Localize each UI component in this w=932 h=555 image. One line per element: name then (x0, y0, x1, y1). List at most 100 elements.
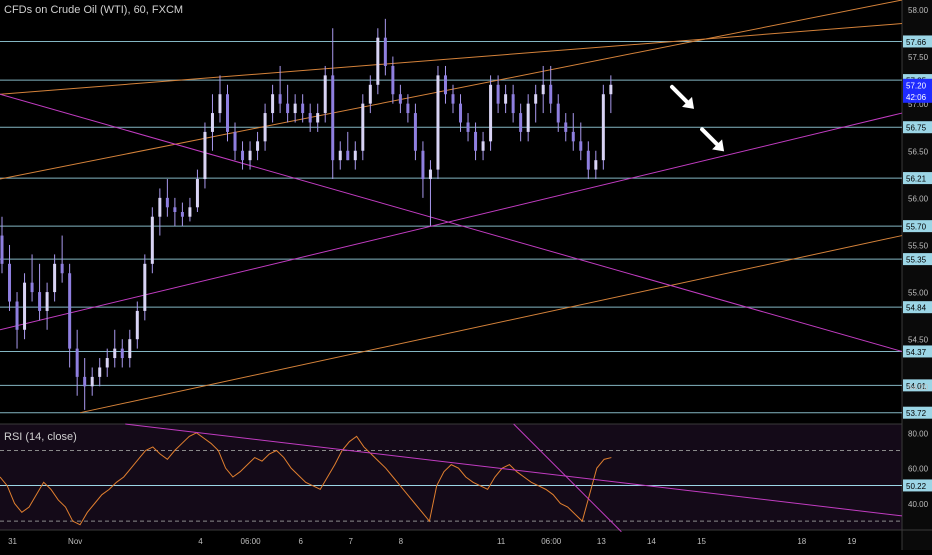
level-label: 56.21 (906, 175, 927, 184)
time-tick-label: 18 (797, 537, 806, 546)
candle-body (406, 103, 410, 114)
candle-body (353, 150, 357, 161)
candle-body (474, 131, 478, 151)
candle-body (361, 103, 365, 151)
level-tag (903, 301, 932, 314)
current-price-label: 57.20 (906, 81, 927, 90)
arrow-head (682, 96, 695, 109)
time-tick-label: 11 (497, 537, 506, 546)
candle-body (15, 301, 19, 330)
level-label: 54.84 (906, 304, 927, 313)
candle-body (278, 94, 282, 104)
rsi-pane-bg (0, 424, 902, 530)
time-tick-label: 15 (697, 537, 706, 546)
candle-body (203, 131, 207, 180)
candle-body (173, 207, 177, 212)
candle-body (383, 37, 387, 66)
level-label: 55.35 (906, 256, 927, 265)
candle-body (83, 376, 87, 387)
level-label: 57.66 (906, 38, 927, 47)
time-tick-label: 7 (349, 537, 354, 546)
candle-body (308, 113, 312, 123)
candle-body (38, 292, 42, 311)
level-tag (903, 220, 932, 233)
level-label: 54.01 (906, 382, 927, 391)
time-tick-label: 6 (298, 537, 303, 546)
candle-body (286, 103, 290, 114)
time-tick-label: 4 (198, 537, 203, 546)
candle-body (586, 150, 590, 170)
rsi-trendline-desc (125, 423, 903, 517)
candle-body (331, 75, 335, 161)
current-price-tag (903, 78, 932, 103)
level-label: 53.72 (906, 409, 927, 418)
candle-body (579, 141, 583, 151)
candle-body (519, 113, 523, 132)
candle-body (135, 310, 139, 340)
rsi-tick-label: 40.00 (908, 500, 929, 509)
candle-body (165, 197, 169, 208)
candle-body (376, 37, 380, 85)
candle-body (8, 263, 12, 302)
candle-body (45, 292, 49, 311)
time-tick-label: 31 (8, 537, 17, 546)
candle-body (60, 263, 64, 274)
candle-body (443, 75, 447, 95)
candle-body (556, 103, 560, 123)
level-tag (903, 253, 932, 266)
candle-body (413, 113, 417, 151)
candle-body (421, 150, 425, 180)
time-tick-label: 14 (647, 537, 656, 546)
price-tick-label: 54.00 (908, 383, 929, 392)
rsi-tick-label: 80.00 (908, 429, 929, 438)
rsi-line (0, 432, 612, 526)
candle-body (428, 169, 432, 180)
candle-body (466, 122, 470, 132)
candle-body (338, 150, 342, 161)
candle-body (98, 367, 102, 377)
chart-title: CFDs on Crude Oil (WTI), 60, FXCM (4, 4, 184, 16)
trendline-orange-lower (80, 235, 903, 414)
candle-body (226, 94, 229, 132)
candle-body (113, 348, 117, 359)
rsi-tick-label: 60.00 (908, 465, 929, 474)
candle-body (391, 65, 395, 95)
time-tick-label: 06:00 (541, 537, 562, 546)
candle-body (541, 84, 545, 95)
candle-body (459, 103, 463, 123)
candle-body (158, 197, 162, 217)
candle-body (233, 131, 237, 151)
price-tick-label: 56.00 (908, 194, 929, 203)
candle-body (549, 84, 553, 104)
price-tick-label: 57.00 (908, 100, 929, 109)
candle-body (571, 131, 575, 142)
level-tag (903, 35, 932, 48)
candle-body (301, 103, 305, 114)
trendline-orange-middle (0, 23, 903, 95)
level-label: 55.70 (906, 223, 927, 232)
candle-body (323, 75, 327, 114)
candle-body (120, 348, 124, 359)
candle-body (609, 84, 613, 95)
level-tag (903, 345, 932, 358)
candle-body (75, 348, 79, 377)
candle-body (481, 141, 485, 151)
candle-body (368, 84, 372, 104)
level-tag (903, 172, 932, 185)
candle-body (451, 94, 455, 104)
price-tick-label: 54.50 (908, 336, 929, 345)
candle-body (90, 376, 94, 387)
candle-body (601, 94, 605, 161)
candle-body (195, 179, 199, 208)
price-tick-label: 55.00 (908, 289, 929, 298)
price-tick-label: 57.50 (908, 53, 929, 62)
trendline-orange-upper (0, 0, 903, 180)
candle-body (594, 160, 598, 170)
candle-body (489, 84, 493, 142)
candle-body (316, 113, 320, 123)
candle-body (218, 94, 222, 114)
trendline-magenta-rising (0, 112, 903, 331)
candle-body (436, 75, 440, 170)
